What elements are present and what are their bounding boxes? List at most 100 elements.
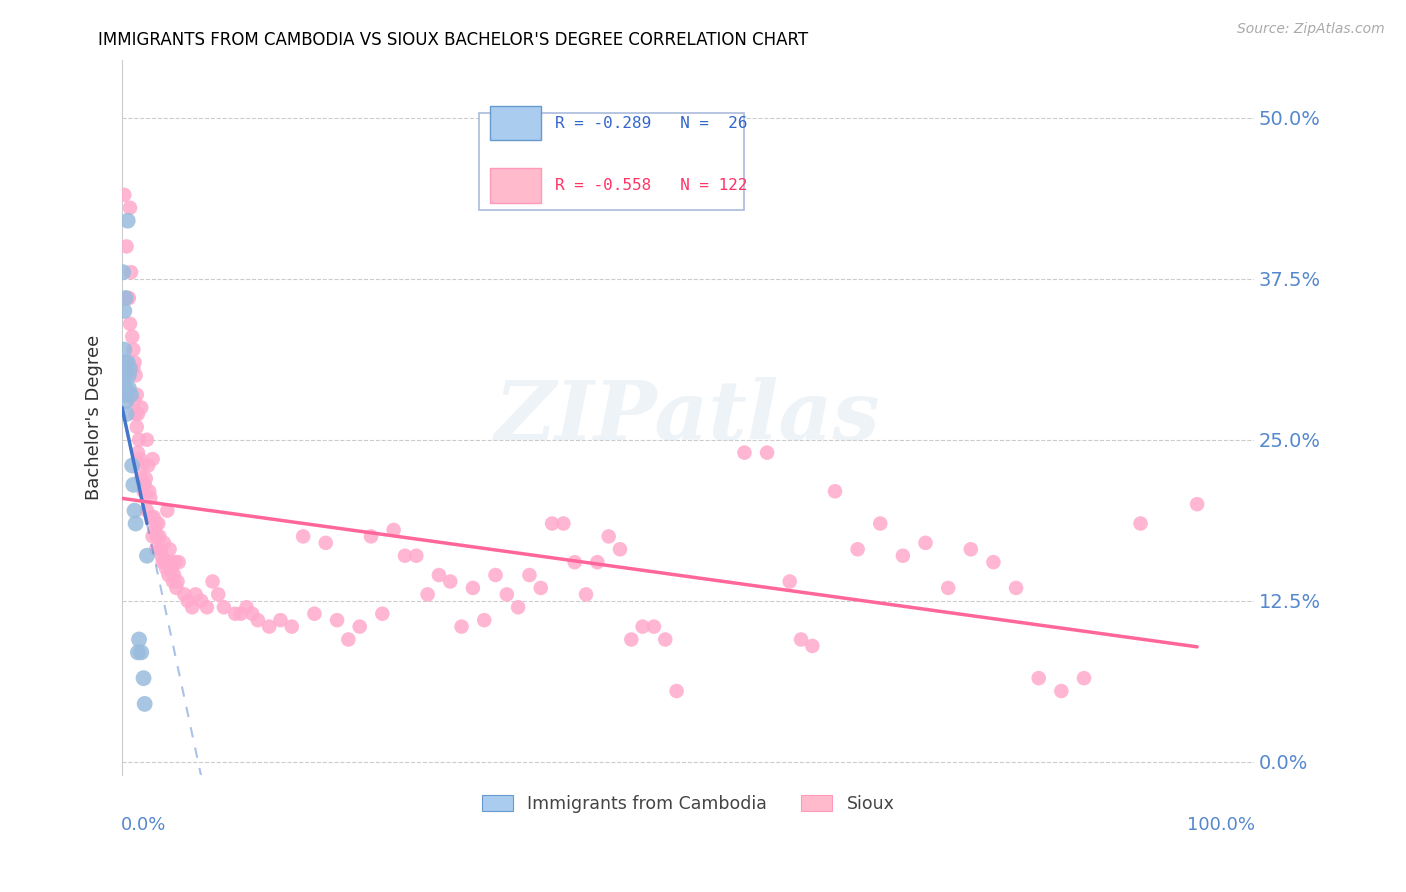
Point [484, 568, 506, 582]
Point [240, 607, 263, 621]
Point [121, 329, 143, 343]
Text: ZIPatlas: ZIPatlas [495, 377, 880, 458]
Point [114, 381, 136, 395]
FancyBboxPatch shape [489, 169, 541, 202]
Point [936, 581, 959, 595]
Point [349, 619, 371, 633]
Point [914, 536, 936, 550]
Point [620, 632, 643, 647]
Point [450, 619, 472, 633]
Point [235, 600, 257, 615]
Point [122, 343, 145, 357]
Point [118, 317, 141, 331]
Point [586, 555, 609, 569]
Point [112, 188, 135, 202]
Point [167, 555, 190, 569]
Point [124, 394, 146, 409]
Point [207, 587, 229, 601]
Point [1028, 671, 1050, 685]
Point [139, 491, 162, 505]
Point [163, 568, 186, 582]
Point [127, 645, 149, 659]
Point [959, 542, 981, 557]
Point [360, 529, 382, 543]
Point [136, 433, 159, 447]
Point [869, 516, 891, 531]
Point [128, 433, 150, 447]
Point [292, 529, 315, 543]
Point [257, 619, 280, 633]
Y-axis label: Bachelor's Degree: Bachelor's Degree [86, 334, 103, 500]
Point [142, 529, 165, 543]
Point [530, 581, 553, 595]
Point [631, 619, 654, 633]
Point [129, 452, 152, 467]
Point [157, 568, 180, 582]
Legend: Immigrants from Cambodia, Sioux: Immigrants from Cambodia, Sioux [475, 788, 901, 820]
Point [117, 213, 139, 227]
Point [756, 445, 779, 459]
Point [129, 645, 152, 659]
Point [212, 600, 235, 615]
Point [184, 587, 207, 601]
Point [117, 291, 139, 305]
Point [519, 568, 541, 582]
Point [790, 632, 813, 647]
Point [129, 471, 152, 485]
Point [118, 362, 141, 376]
Point [382, 523, 405, 537]
Point [132, 671, 155, 685]
Point [846, 542, 869, 557]
Point [495, 587, 517, 601]
Point [201, 574, 224, 589]
Point [148, 529, 170, 543]
Point [575, 587, 598, 601]
Point [135, 471, 157, 485]
Point [1073, 671, 1095, 685]
Point [118, 291, 141, 305]
Point [136, 549, 159, 563]
Point [118, 381, 141, 395]
Point [801, 639, 824, 653]
Point [153, 555, 176, 569]
Point [125, 387, 148, 401]
FancyBboxPatch shape [478, 113, 744, 210]
Point [155, 561, 177, 575]
Point [508, 600, 530, 615]
Point [609, 542, 631, 557]
Point [145, 542, 167, 557]
Point [269, 613, 291, 627]
Point [118, 368, 141, 383]
Point [142, 452, 165, 467]
Point [176, 594, 198, 608]
Point [394, 549, 416, 563]
Point [112, 368, 135, 383]
Point [117, 355, 139, 369]
Point [120, 265, 142, 279]
Text: 100.0%: 100.0% [1187, 816, 1254, 834]
Point [1005, 581, 1028, 595]
Point [159, 555, 181, 569]
Point [153, 536, 176, 550]
Point [114, 387, 136, 401]
Point [121, 458, 143, 473]
Point [553, 516, 575, 531]
FancyBboxPatch shape [489, 106, 541, 140]
Point [134, 478, 156, 492]
Text: R = -0.289   N =  26: R = -0.289 N = 26 [555, 116, 748, 131]
Point [665, 684, 688, 698]
Point [246, 613, 269, 627]
Point [124, 407, 146, 421]
Point [124, 503, 146, 517]
Point [166, 574, 188, 589]
Point [150, 549, 173, 563]
Point [120, 387, 142, 401]
Point [143, 523, 166, 537]
Point [129, 401, 152, 415]
Text: IMMIGRANTS FROM CAMBODIA VS SIOUX BACHELOR'S DEGREE CORRELATION CHART: IMMIGRANTS FROM CAMBODIA VS SIOUX BACHEL… [98, 31, 808, 49]
Point [125, 420, 148, 434]
Point [131, 458, 153, 473]
Point [149, 542, 172, 557]
Point [315, 536, 337, 550]
Point [541, 516, 564, 531]
